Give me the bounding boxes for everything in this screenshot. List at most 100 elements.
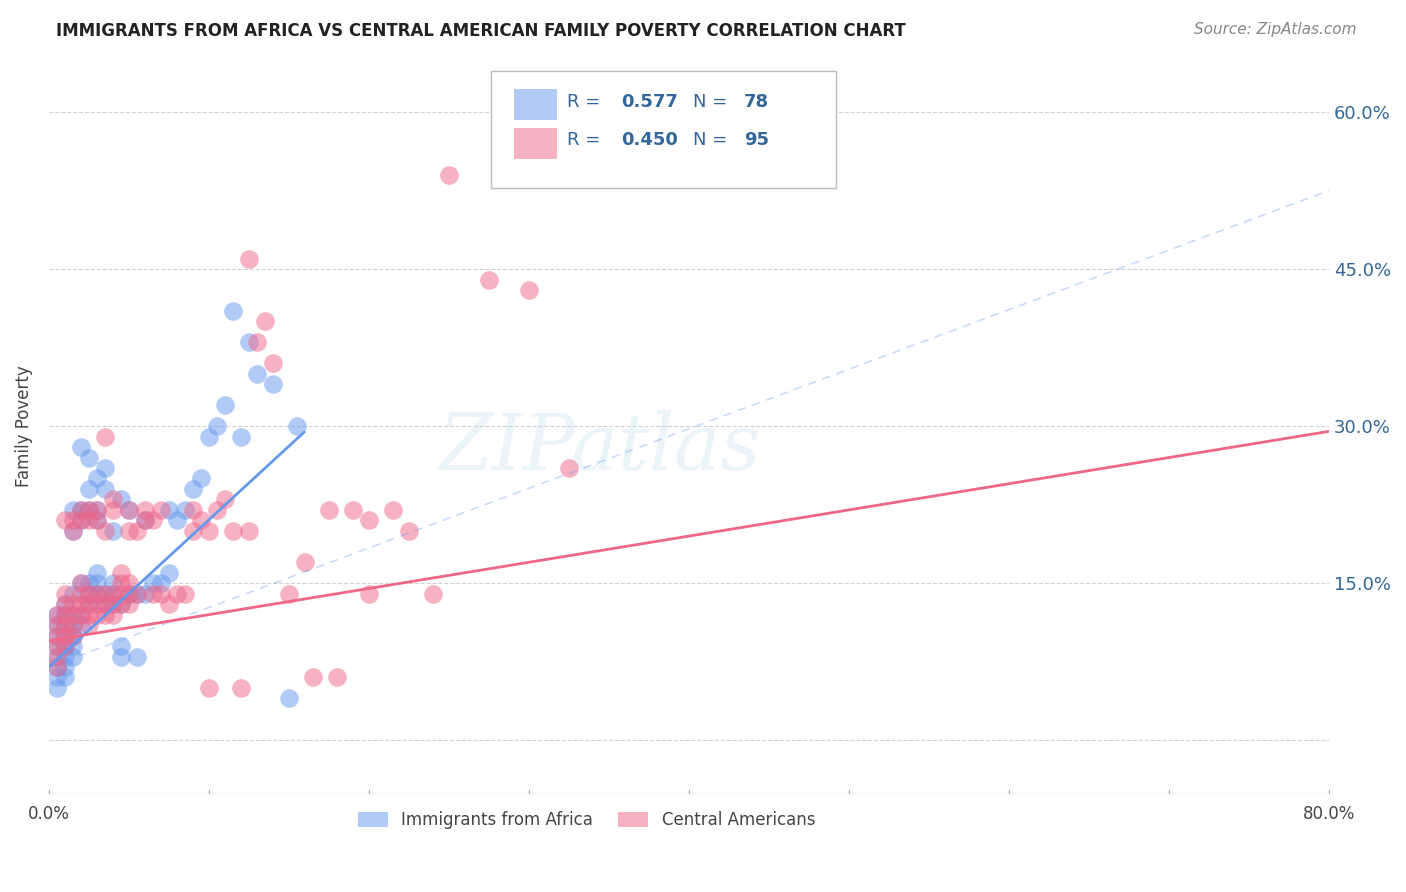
- Point: [205, 419, 228, 434]
- Point: [118, 503, 141, 517]
- Point: [181, 503, 204, 517]
- Point: [174, 587, 197, 601]
- Point: [149, 587, 172, 601]
- Point: [166, 513, 188, 527]
- Point: [77, 503, 100, 517]
- Point: [110, 566, 132, 580]
- Point: [149, 503, 172, 517]
- Point: [62, 629, 84, 643]
- Point: [62, 607, 84, 622]
- Text: 0.450: 0.450: [621, 131, 678, 150]
- Point: [134, 513, 156, 527]
- Point: [118, 597, 141, 611]
- Point: [278, 691, 301, 706]
- Point: [53, 639, 76, 653]
- Point: [53, 649, 76, 664]
- Point: [229, 429, 252, 443]
- Point: [53, 607, 76, 622]
- Point: [62, 513, 84, 527]
- Point: [101, 597, 124, 611]
- Point: [70, 503, 93, 517]
- Point: [238, 252, 260, 266]
- Point: [110, 649, 132, 664]
- FancyBboxPatch shape: [513, 89, 557, 120]
- Point: [46, 681, 69, 695]
- Point: [326, 670, 349, 684]
- Point: [222, 524, 245, 538]
- Point: [77, 587, 100, 601]
- Point: [278, 587, 301, 601]
- Point: [302, 670, 325, 684]
- Point: [46, 660, 69, 674]
- Point: [53, 660, 76, 674]
- Point: [46, 639, 69, 653]
- Text: R =: R =: [568, 131, 606, 150]
- Point: [62, 503, 84, 517]
- Point: [77, 618, 100, 632]
- Point: [62, 607, 84, 622]
- Point: [110, 492, 132, 507]
- Point: [77, 482, 100, 496]
- Text: N =: N =: [693, 93, 733, 111]
- Point: [46, 649, 69, 664]
- Point: [285, 419, 308, 434]
- Point: [77, 607, 100, 622]
- Point: [86, 471, 108, 485]
- Point: [214, 492, 236, 507]
- Point: [62, 618, 84, 632]
- Point: [190, 471, 212, 485]
- Point: [53, 670, 76, 684]
- Point: [125, 587, 148, 601]
- FancyBboxPatch shape: [491, 70, 837, 188]
- Point: [118, 576, 141, 591]
- Point: [70, 513, 93, 527]
- Text: N =: N =: [693, 131, 733, 150]
- Point: [77, 597, 100, 611]
- Point: [86, 566, 108, 580]
- Point: [62, 649, 84, 664]
- Point: [229, 681, 252, 695]
- Point: [86, 597, 108, 611]
- Point: [101, 597, 124, 611]
- Point: [262, 356, 284, 370]
- Point: [101, 587, 124, 601]
- Point: [86, 576, 108, 591]
- Point: [70, 576, 93, 591]
- Point: [294, 555, 316, 569]
- Point: [342, 503, 364, 517]
- Point: [86, 607, 108, 622]
- Point: [246, 367, 269, 381]
- Point: [77, 597, 100, 611]
- Point: [70, 607, 93, 622]
- Text: ZIPatlas: ZIPatlas: [439, 410, 761, 486]
- Point: [142, 587, 165, 601]
- Point: [46, 639, 69, 653]
- Point: [94, 524, 117, 538]
- Point: [110, 597, 132, 611]
- Point: [118, 524, 141, 538]
- Y-axis label: Family Poverty: Family Poverty: [15, 365, 32, 487]
- Point: [357, 587, 380, 601]
- Point: [198, 681, 221, 695]
- Point: [357, 513, 380, 527]
- Point: [101, 503, 124, 517]
- Text: 0.0%: 0.0%: [28, 805, 70, 823]
- Point: [62, 618, 84, 632]
- Point: [166, 587, 188, 601]
- Point: [53, 587, 76, 601]
- Point: [53, 629, 76, 643]
- Point: [53, 639, 76, 653]
- Point: [94, 607, 117, 622]
- Point: [118, 503, 141, 517]
- Point: [94, 429, 117, 443]
- Point: [94, 482, 117, 496]
- Point: [205, 503, 228, 517]
- Point: [53, 597, 76, 611]
- Point: [198, 429, 221, 443]
- Point: [382, 503, 405, 517]
- Point: [118, 587, 141, 601]
- Point: [94, 587, 117, 601]
- Point: [110, 587, 132, 601]
- Point: [70, 503, 93, 517]
- Point: [181, 524, 204, 538]
